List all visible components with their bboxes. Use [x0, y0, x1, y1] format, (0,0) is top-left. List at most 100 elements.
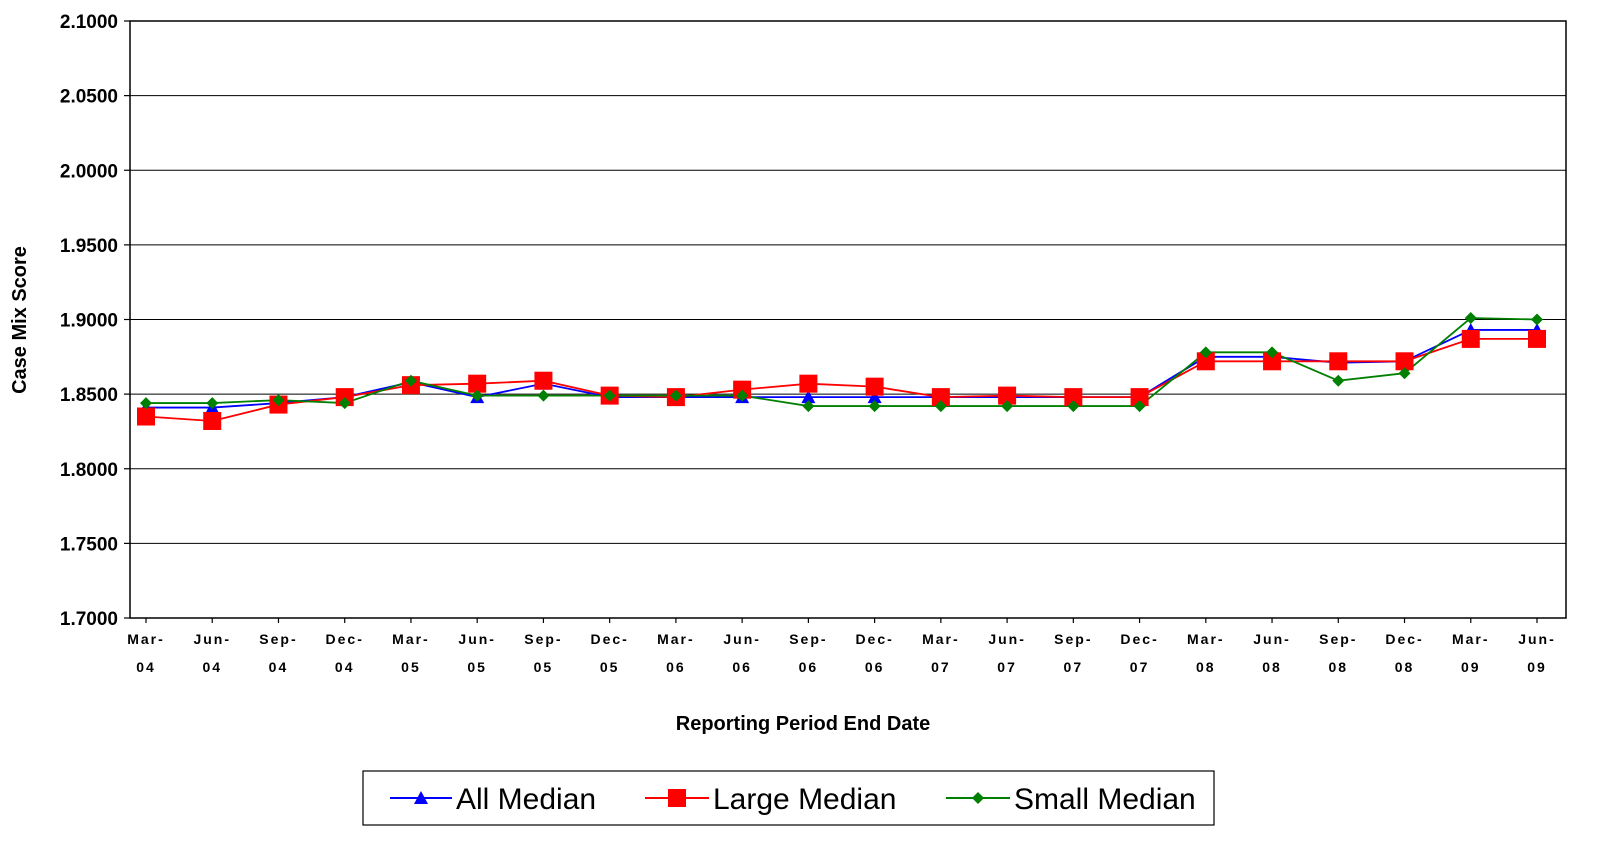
small-median-point	[1531, 313, 1543, 326]
x-tick-label: 09	[1527, 659, 1547, 675]
y-tick-label: 1.9500	[60, 236, 118, 257]
y-tick-label: 1.8500	[60, 385, 118, 406]
large-median-point	[799, 374, 818, 393]
x-axis-ticks: Mar- 04 Jun- 04 Sep- 04 Dec- 04 Mar- 05 Jun- 05 Sep-…	[127, 618, 1556, 675]
x-tick-label: Dec-	[1120, 631, 1158, 647]
y-tick-label: 2.0500	[60, 87, 118, 108]
x-tick-label: 08	[1395, 659, 1415, 675]
all-median-line	[146, 329, 1537, 409]
legend-small-median-marker	[972, 792, 984, 804]
x-tick-label: Dec-	[326, 631, 364, 647]
y-tick-label: 1.7000	[60, 609, 118, 630]
small-median-point	[1199, 346, 1212, 359]
small-median-point	[669, 389, 682, 402]
x-tick-label: Sep-	[524, 631, 562, 647]
small-median-point	[736, 389, 749, 402]
large-median-point	[1130, 388, 1149, 407]
x-tick-label: Jun-	[1518, 631, 1556, 647]
x-tick-label: Jun-	[988, 631, 1026, 647]
large-median-point	[1528, 329, 1546, 348]
large-median-point	[1196, 352, 1215, 371]
large-median-point	[1329, 352, 1348, 371]
y-tick-label: 1.7500	[60, 534, 118, 555]
y-tick-label: 2.1000	[60, 12, 118, 33]
x-tick-label: Jun-	[193, 631, 231, 647]
legend-all-median-label: All Median	[456, 783, 596, 816]
y-tick-label: 2.0000	[60, 161, 118, 182]
large-median-point	[931, 388, 950, 407]
x-tick-label: Sep-	[1054, 631, 1092, 647]
y-tick-label: 1.8000	[60, 460, 118, 481]
legend-large-median-marker	[668, 789, 686, 807]
x-tick-label: 06	[732, 659, 752, 675]
x-tick-label: 08	[1262, 659, 1282, 675]
x-tick-label: Mar-	[922, 631, 960, 647]
small-median-point	[1266, 346, 1279, 359]
small-median-point	[603, 389, 616, 402]
large-median-point	[1395, 352, 1414, 371]
x-tick-label: Jun-	[1253, 631, 1291, 647]
x-tick-label: 08	[1328, 659, 1348, 675]
x-tick-label: Mar-	[657, 631, 695, 647]
large-median-line	[145, 338, 1537, 422]
y-axis-ticks: 1.7000 1.7500 1.8000 1.8500 1.9000 1.9500 2.00…	[60, 12, 130, 630]
large-median-point	[1263, 352, 1282, 371]
small-median-point	[471, 389, 484, 402]
small-median-point	[934, 400, 947, 413]
small-median-point	[868, 400, 881, 413]
large-median-point	[998, 386, 1017, 405]
x-axis-title: Reporting Period End Date	[676, 713, 930, 735]
x-tick-label: 04	[136, 659, 156, 675]
small-median-point	[1332, 374, 1345, 387]
small-median-point	[802, 400, 815, 413]
y-axis-title: Case Mix Score	[9, 246, 31, 394]
small-median-point	[537, 389, 550, 402]
x-tick-label: 05	[467, 659, 487, 675]
small-median-point	[272, 394, 285, 407]
x-tick-label: 08	[1196, 659, 1216, 675]
x-tick-label: 07	[931, 659, 951, 675]
small-median-point	[1133, 400, 1146, 413]
x-tick-label: 05	[600, 659, 620, 675]
legend-all-median-marker	[414, 791, 428, 804]
legend-box	[362, 770, 1215, 826]
x-tick-label: Jun-	[723, 631, 761, 647]
small-median-point	[1464, 312, 1477, 325]
x-tick-label: Mar-	[392, 631, 430, 647]
x-tick-label: Jun-	[458, 631, 496, 647]
legend-small-median-label: Small Median	[1014, 783, 1196, 816]
x-tick-label: 04	[202, 659, 222, 675]
x-tick-label: Mar-	[1187, 631, 1225, 647]
large-median-point	[137, 407, 155, 426]
small-median-point	[206, 397, 219, 410]
x-tick-label: Mar-	[127, 631, 165, 647]
small-median-point	[338, 397, 351, 410]
x-tick-label: 04	[335, 659, 355, 675]
small-median-point	[1398, 367, 1411, 380]
small-median-point	[1001, 400, 1014, 413]
x-tick-label: 06	[666, 659, 686, 675]
x-tick-label: Mar-	[1452, 631, 1490, 647]
legend: All Median Large Median Small Median	[362, 770, 1215, 826]
x-tick-label: Sep-	[259, 631, 297, 647]
x-tick-label: Sep-	[1319, 631, 1357, 647]
x-tick-label: 04	[269, 659, 289, 675]
x-tick-label: 07	[1064, 659, 1084, 675]
x-tick-label: Dec-	[590, 631, 628, 647]
large-median-point	[534, 371, 553, 390]
small-median-point	[404, 374, 417, 387]
large-median-point	[1064, 388, 1083, 407]
x-tick-label: 05	[401, 659, 421, 675]
all-median-point	[867, 390, 882, 404]
x-tick-label: 06	[799, 659, 819, 675]
x-tick-label: 09	[1461, 659, 1481, 675]
small-median-point	[140, 397, 152, 410]
x-tick-label: Dec-	[1385, 631, 1423, 647]
x-tick-label: 07	[997, 659, 1017, 675]
legend-large-median-label: Large Median	[713, 783, 896, 816]
large-median-point	[865, 377, 884, 396]
series-group	[137, 312, 1546, 430]
gridlines	[130, 95, 1566, 544]
large-median-point	[203, 411, 222, 430]
x-tick-label: 07	[1130, 659, 1150, 675]
